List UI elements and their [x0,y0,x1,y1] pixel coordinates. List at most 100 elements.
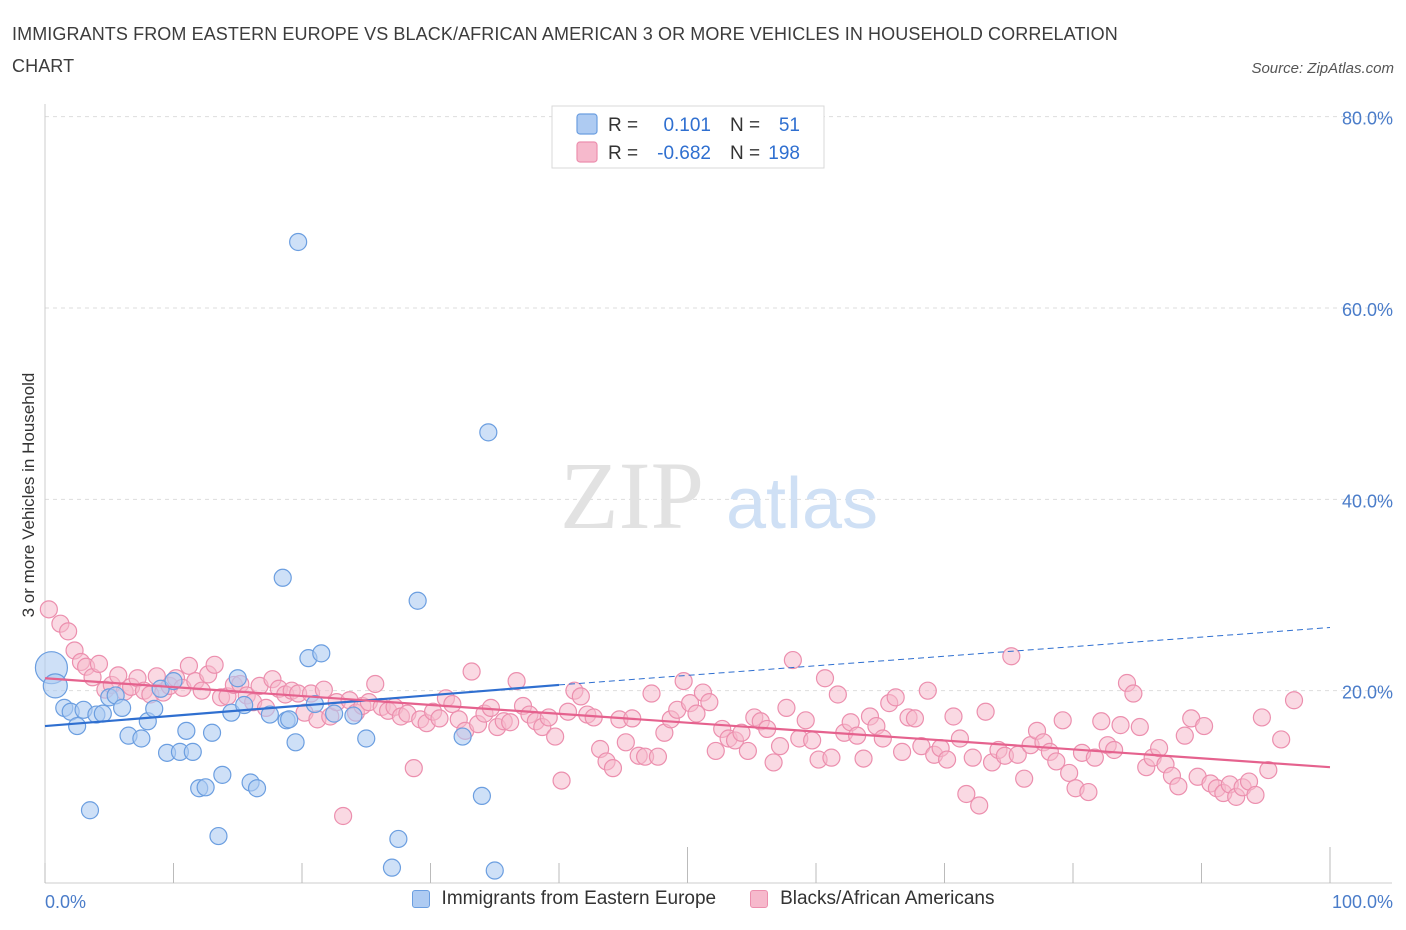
pink-point [1149,738,1169,758]
blue-point [247,779,267,798]
y-tick-label: 80.0% [1342,109,1393,129]
chart-title: IMMIGRANTS FROM EASTERN EUROPE VS BLACK/… [12,24,1118,76]
pink-point [687,704,706,723]
pink-point [59,622,78,641]
pink-point [1053,711,1072,730]
pink-point [1194,716,1214,736]
pink-point [603,759,623,778]
legend-r-label-2: R = [608,143,638,164]
pink-point [430,709,449,728]
pink-point [1284,691,1304,710]
blue-point [485,861,504,880]
pink-point [738,741,757,761]
y-tick-label: 20.0% [1342,683,1393,703]
blue-point [196,778,215,797]
pink-point [558,702,578,721]
pink-point [1092,712,1111,731]
pink-point [205,655,224,674]
pink-point [912,737,931,756]
pink-point [770,737,790,756]
pink-point [764,753,783,772]
pink-point [1002,647,1021,666]
blue-point [177,721,196,740]
legend-n-label-1: N = [730,115,760,136]
blue-point [280,710,299,729]
blue-point [80,801,100,820]
pink-point [886,688,905,707]
pink-point [1130,717,1149,737]
pink-point [944,707,963,726]
blue-trend-extension [558,627,1331,686]
pink-point [179,656,199,675]
pink-point [918,681,937,700]
pink-point [571,687,590,706]
pink-point [1060,763,1079,783]
blue-point [325,704,344,723]
pink-point [648,747,668,766]
pink-point [803,731,822,750]
blue-point [183,742,202,761]
legend-n-value-2: 198 [768,143,800,164]
pink-trend-line [44,677,1331,769]
blue-series-points [34,232,504,880]
legend-r-label-1: R = [608,115,638,136]
blue-point [312,644,331,663]
pink-point [950,729,970,748]
pink-point [822,748,841,767]
watermark: ZIP atlas [560,442,878,549]
pink-point [700,693,719,712]
legend-item-black-african-american: Blacks/African Americans [750,888,994,910]
blue-point [382,858,402,877]
pink-point [192,681,211,700]
blue-point [202,723,222,742]
legend-label-eastern-europe: Immigrants from Eastern Europe [441,888,717,909]
legend-swatch-blue [576,113,598,135]
blue-point [286,733,305,752]
blue-point [357,729,376,748]
blue-point [289,232,308,252]
pink-point [1047,752,1066,771]
blue-point [344,706,363,725]
pink-point [892,742,912,761]
pink-point [970,796,989,815]
series-legend: Immigrants from Eastern Europe Blacks/Af… [0,888,1406,910]
pink-point [1175,726,1194,745]
pink-point [89,654,109,673]
legend-label-black-african-american: Blacks/African Americans [780,888,995,909]
pink-point [443,694,462,714]
blue-point [453,727,472,746]
pink-point [1105,740,1124,760]
pink-point [873,729,892,748]
watermark-zip: ZIP [560,442,704,549]
x-tick-labels: 0.0% 100.0% [45,892,1393,912]
blue-point [132,729,151,748]
blue-trend-line [44,683,560,728]
pink-point [905,709,925,728]
legend-n-label-2: N = [730,143,760,164]
legend-swatch-black-african-american [750,890,769,908]
pink-series-points [39,600,1304,826]
legend-swatch-eastern-europe [411,890,430,908]
blue-point [213,765,232,784]
legend-n-value-1: 51 [779,115,800,136]
pink-point [1015,769,1034,788]
pink-point [957,784,976,804]
pink-point [815,669,835,688]
correlation-legend: R = 0.101 N = 51 R = -0.682 N = 198 [551,105,825,169]
legend-r-value-1: 0.101 [663,115,711,136]
blue-point [68,716,87,736]
trend-lines [44,627,1331,769]
pink-point [828,685,847,704]
pink-point [1085,748,1104,767]
y-axis-title: 3 or more Vehicles in Household [19,373,38,618]
legend-swatch-pink [576,141,598,163]
pink-point [1169,777,1188,796]
blue-point [209,826,228,846]
pink-point [334,806,353,826]
pink-point [642,684,661,703]
blue-point [145,699,164,718]
pink-point [674,671,693,691]
pink-point [937,750,957,769]
blue-point [408,591,427,610]
